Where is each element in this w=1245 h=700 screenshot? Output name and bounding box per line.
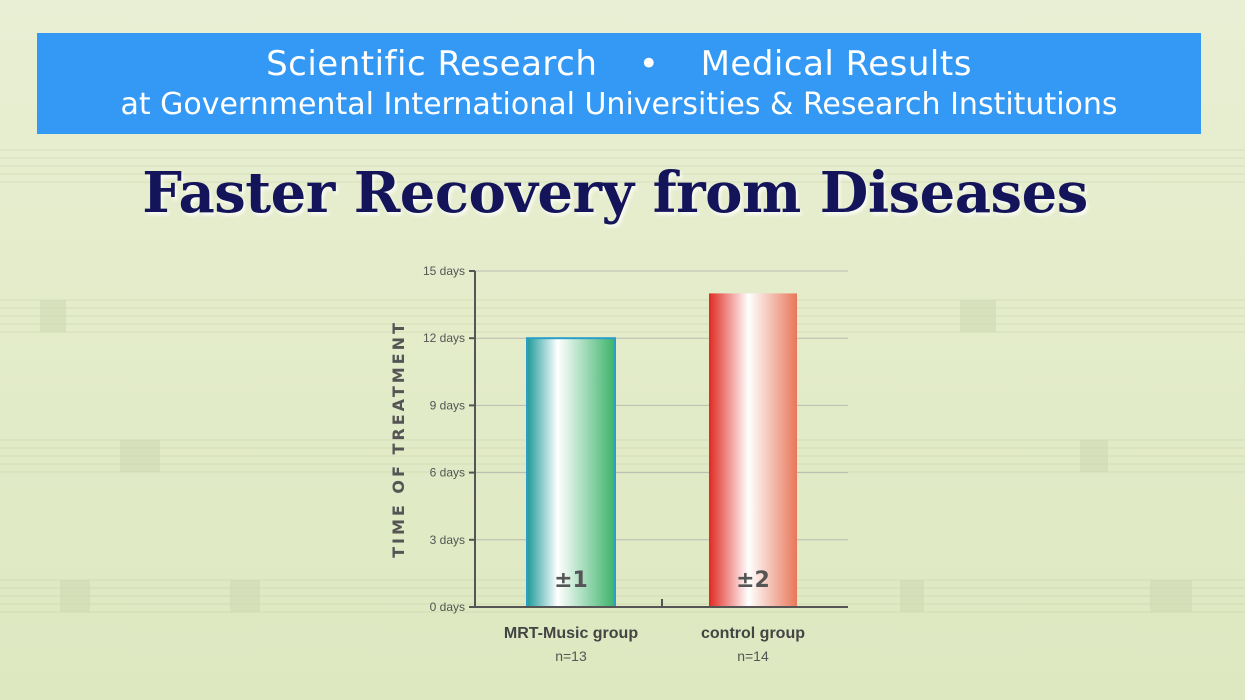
bar-chart: 0 days 3 days 6 days 9 days 12 days 15 days ±…	[389, 264, 848, 664]
header-banner: Scientific Research • Medical Results at…	[37, 33, 1201, 134]
banner-headline: Scientific Research • Medical Results	[37, 43, 1201, 85]
y-axis-label: TIME OF TREATMENT	[389, 320, 408, 558]
banner-subheadline: at Governmental International Universiti…	[120, 87, 1118, 122]
banner-bullet-separator: •	[638, 44, 660, 84]
y-tick-label: 6 days	[430, 466, 465, 480]
y-tick-label: 9 days	[430, 398, 465, 412]
x-label-control-group: control group	[701, 625, 805, 642]
y-tick-label: 3 days	[430, 533, 465, 547]
error-label: ±1	[554, 568, 588, 593]
y-tick-label: 15 days	[423, 264, 465, 278]
banner-scientific-research: Scientific Research	[266, 44, 598, 84]
y-tick-label: 0 days	[430, 600, 465, 614]
y-tick-label: 12 days	[423, 331, 465, 345]
banner-medical-results: Medical Results	[700, 44, 972, 84]
x-label-mrt-sample-size: n=13	[555, 648, 587, 664]
x-label-mrt-music-group: MRT-Music group	[504, 625, 638, 642]
bar-mrt-music-group	[526, 337, 616, 608]
bar-control-group	[709, 293, 797, 607]
error-label: ±2	[736, 568, 770, 593]
page-title: Faster Recovery from Diseases	[142, 160, 1088, 226]
x-label-control-sample-size: n=14	[737, 648, 769, 664]
